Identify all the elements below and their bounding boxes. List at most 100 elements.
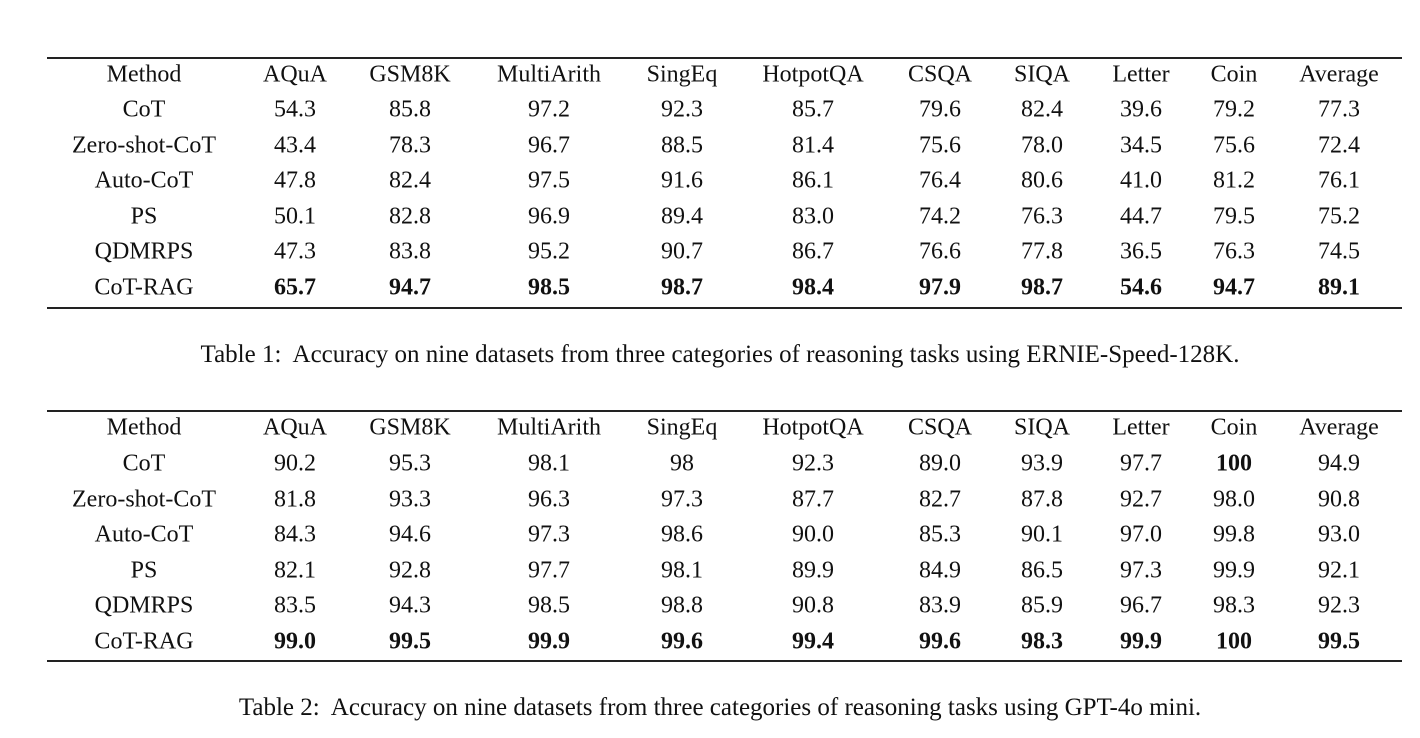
value-cell: 92.3 (792, 450, 834, 477)
value-cell: 82.4 (1021, 96, 1063, 123)
value-cell: 76.6 (919, 238, 961, 265)
value-cell: 99.9 (1120, 628, 1162, 655)
value-cell: 47.3 (274, 238, 316, 265)
value-cell: 96.9 (528, 203, 570, 230)
value-cell: 97.3 (528, 521, 570, 548)
value-cell: 43.4 (274, 132, 316, 159)
value-cell: 98.3 (1021, 628, 1063, 655)
value-cell: 94.9 (1318, 450, 1360, 477)
value-cell: 98.1 (528, 450, 570, 477)
value-cell: 77.3 (1318, 96, 1360, 123)
value-cell: 39.6 (1120, 96, 1162, 123)
value-cell: 98.5 (528, 592, 570, 619)
value-cell: 76.3 (1021, 203, 1063, 230)
value-cell: 92.7 (1120, 486, 1162, 513)
header-cell: GSM8K (369, 61, 451, 88)
value-cell: 93.3 (389, 486, 431, 513)
value-cell: 85.7 (792, 96, 834, 123)
header-cell: Letter (1112, 61, 1170, 88)
value-cell: 98.8 (661, 592, 703, 619)
value-cell: 98.5 (528, 274, 570, 301)
method-cell: QDMRPS (94, 238, 194, 265)
header-cell: GSM8K (369, 414, 451, 441)
method-cell: CoT-RAG (94, 628, 194, 655)
value-cell: 99.5 (1318, 628, 1360, 655)
top-rule (47, 57, 1402, 59)
value-cell: 97.2 (528, 96, 570, 123)
method-cell: CoT (122, 450, 166, 477)
value-cell: 96.3 (528, 486, 570, 513)
table-caption: Table 2: Accuracy on nine datasets from … (238, 694, 1202, 721)
header-cell: SIQA (1013, 61, 1071, 88)
value-cell: 98.7 (1021, 274, 1063, 301)
value-cell: 85.8 (389, 96, 431, 123)
value-cell: 81.4 (792, 132, 834, 159)
value-cell: 83.9 (919, 592, 961, 619)
header-cell: SingEq (646, 414, 718, 441)
header-cell: Coin (1210, 414, 1258, 441)
header-cell: HotpotQA (762, 414, 864, 441)
method-cell: CoT-RAG (94, 274, 194, 301)
header-cell: SingEq (646, 61, 718, 88)
value-cell: 54.3 (274, 96, 316, 123)
value-cell: 87.7 (792, 486, 834, 513)
value-cell: 89.0 (919, 450, 961, 477)
value-cell: 99.9 (528, 628, 570, 655)
value-cell: 44.7 (1120, 203, 1162, 230)
header-cell: SIQA (1013, 414, 1071, 441)
header-cell: Method (106, 61, 182, 88)
value-cell: 99.6 (661, 628, 703, 655)
value-cell: 89.4 (661, 203, 703, 230)
value-cell: 76.1 (1318, 167, 1360, 194)
value-cell: 82.7 (919, 486, 961, 513)
value-cell: 72.4 (1318, 132, 1360, 159)
value-cell: 87.8 (1021, 486, 1063, 513)
value-cell: 100 (1216, 628, 1252, 655)
value-cell: 98 (670, 450, 694, 477)
value-cell: 99.5 (389, 628, 431, 655)
value-cell: 97.7 (1120, 450, 1162, 477)
value-cell: 99.9 (1213, 557, 1255, 584)
header-cell: AQuA (263, 414, 327, 441)
value-cell: 65.7 (274, 274, 316, 301)
value-cell: 97.7 (528, 557, 570, 584)
value-cell: 81.2 (1213, 167, 1255, 194)
value-cell: 75.2 (1318, 203, 1360, 230)
header-cell: AQuA (263, 61, 327, 88)
value-cell: 98.7 (661, 274, 703, 301)
value-cell: 98.1 (661, 557, 703, 584)
header-cell: Average (1299, 414, 1379, 441)
value-cell: 79.5 (1213, 203, 1255, 230)
value-cell: 98.3 (1213, 592, 1255, 619)
method-cell: QDMRPS (94, 592, 194, 619)
header-cell: Coin (1210, 61, 1258, 88)
header-cell: Method (106, 414, 182, 441)
value-cell: 98.6 (661, 521, 703, 548)
value-cell: 90.1 (1021, 521, 1063, 548)
value-cell: 91.6 (661, 167, 703, 194)
value-cell: 96.7 (528, 132, 570, 159)
value-cell: 41.0 (1120, 167, 1162, 194)
value-cell: 83.5 (274, 592, 316, 619)
value-cell: 100 (1216, 450, 1252, 477)
bottom-rule (47, 307, 1402, 309)
value-cell: 36.5 (1120, 238, 1162, 265)
value-cell: 86.7 (792, 238, 834, 265)
value-cell: 89.1 (1318, 274, 1360, 301)
value-cell: 93.9 (1021, 450, 1063, 477)
value-cell: 82.1 (274, 557, 316, 584)
value-cell: 99.6 (919, 628, 961, 655)
value-cell: 85.9 (1021, 592, 1063, 619)
header-cell: HotpotQA (762, 61, 864, 88)
header-cell: Letter (1112, 414, 1170, 441)
value-cell: 97.3 (661, 486, 703, 513)
value-cell: 95.2 (528, 238, 570, 265)
value-cell: 79.6 (919, 96, 961, 123)
value-cell: 99.4 (792, 628, 834, 655)
value-cell: 47.8 (274, 167, 316, 194)
value-cell: 98.4 (792, 274, 834, 301)
value-cell: 74.5 (1318, 238, 1360, 265)
value-cell: 98.0 (1213, 486, 1255, 513)
value-cell: 94.6 (389, 521, 431, 548)
value-cell: 96.7 (1120, 592, 1162, 619)
